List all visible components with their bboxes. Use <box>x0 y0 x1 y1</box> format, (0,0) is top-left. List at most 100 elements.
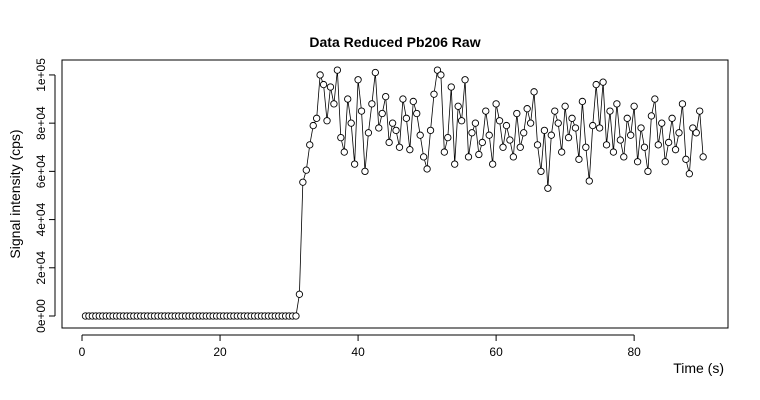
data-point <box>444 133 452 142</box>
data-point <box>292 312 300 320</box>
data-point <box>495 117 504 125</box>
data-point <box>551 107 559 115</box>
x-tick-label: 60 <box>489 345 503 359</box>
data-point <box>592 80 600 89</box>
data-point <box>482 107 490 115</box>
y-tick-label: 8e+04 <box>34 106 48 140</box>
data-point <box>558 148 566 156</box>
data-point <box>668 114 676 122</box>
data-point <box>385 138 393 147</box>
y-tick-label: 4e+04 <box>34 202 48 236</box>
data-point <box>354 76 362 84</box>
data-point <box>402 114 411 122</box>
data-point <box>326 83 335 91</box>
data-point <box>606 107 614 115</box>
data-point <box>440 148 448 156</box>
plot-box <box>61 59 729 329</box>
data-point <box>330 100 338 108</box>
data-point <box>637 124 645 132</box>
data-point <box>471 119 480 127</box>
y-tick-label: 1e+05 <box>34 58 48 92</box>
data-point <box>347 119 355 127</box>
data-point <box>333 66 342 74</box>
data-point <box>357 107 366 115</box>
data-point <box>568 114 576 122</box>
data-point <box>678 100 687 108</box>
data-point <box>689 124 697 132</box>
data-point <box>644 167 652 176</box>
data-point <box>313 114 321 122</box>
data-point <box>661 158 669 166</box>
x-tick-label: 20 <box>213 345 227 359</box>
data-point <box>406 146 414 154</box>
data-point <box>516 143 524 151</box>
data-point <box>509 153 518 161</box>
data-point <box>547 131 555 139</box>
data-point <box>658 119 666 127</box>
data-point <box>633 158 642 166</box>
y-tick-label: 6e+04 <box>34 154 48 188</box>
data-point <box>533 141 542 149</box>
data-point <box>340 148 348 156</box>
data-point <box>392 126 400 135</box>
data-point <box>426 126 435 135</box>
data-point <box>620 153 628 161</box>
data-point <box>478 138 486 147</box>
y-tick-label: 2e+04 <box>34 251 48 285</box>
data-point <box>696 107 704 115</box>
data-point <box>416 131 424 139</box>
data-point <box>371 68 379 77</box>
data-point <box>502 121 511 130</box>
data-point <box>457 117 466 125</box>
data-point <box>578 97 587 106</box>
data-point <box>395 143 404 151</box>
x-tick-label: 80 <box>627 345 641 359</box>
data-point <box>699 153 707 161</box>
data-point <box>647 112 656 120</box>
data-point <box>685 170 694 178</box>
data-point <box>506 136 514 144</box>
data-point <box>651 95 659 103</box>
data-point <box>447 83 455 91</box>
data-point <box>627 131 635 139</box>
data-point <box>675 129 683 137</box>
data-point <box>388 119 397 127</box>
data-point <box>640 143 649 151</box>
data-point <box>344 95 352 103</box>
data-point <box>302 166 310 174</box>
data-point <box>582 143 590 151</box>
data-point <box>433 66 442 74</box>
data-point <box>571 124 580 132</box>
data-point <box>537 167 545 176</box>
data-point <box>530 88 538 96</box>
y-axis-label: Signal intensity (cps) <box>7 129 23 258</box>
data-point <box>464 153 473 161</box>
data-point <box>585 177 593 185</box>
data-point <box>295 290 304 298</box>
data-point <box>299 178 307 186</box>
data-point <box>692 129 700 137</box>
data-point <box>623 114 631 122</box>
chart-title: Data Reduced Pb206 Raw <box>309 34 480 50</box>
data-point <box>316 71 324 79</box>
x-tick-label: 40 <box>351 345 365 359</box>
data-point <box>454 102 462 110</box>
data-point <box>364 129 373 137</box>
data-point <box>499 143 507 151</box>
data-point <box>461 76 469 84</box>
data-point <box>399 95 407 103</box>
data-point <box>609 148 618 156</box>
data-point <box>485 131 493 139</box>
data-point <box>602 141 611 149</box>
data-point <box>654 141 662 149</box>
data-point <box>319 80 328 89</box>
data-point <box>430 90 438 98</box>
data-point <box>523 105 531 113</box>
y-tick-label: 0e+00 <box>34 299 48 333</box>
data-point <box>671 146 680 154</box>
data-point <box>350 160 359 168</box>
x-axis-label: Time (s) <box>673 360 724 376</box>
data-point <box>368 100 376 108</box>
